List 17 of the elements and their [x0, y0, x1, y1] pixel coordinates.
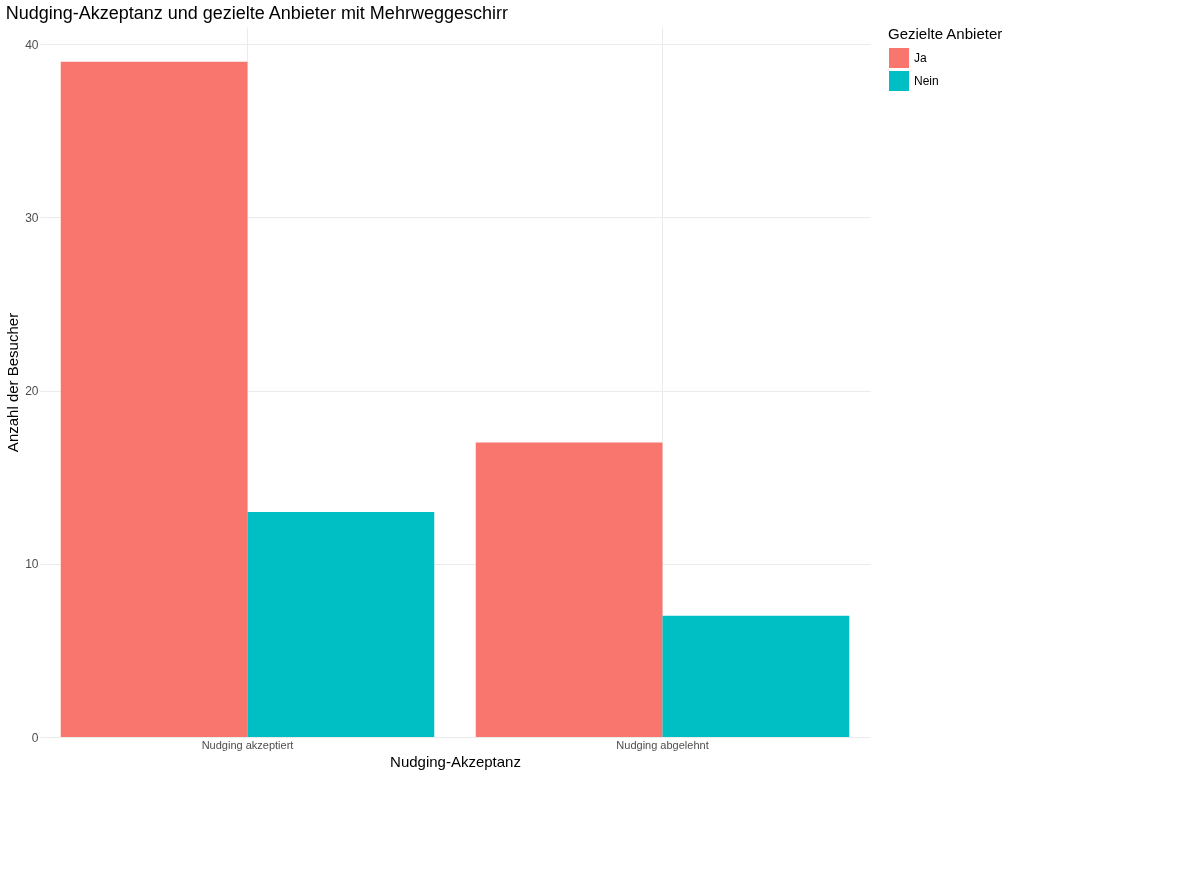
y-tick-label: 20	[25, 384, 39, 399]
legend-label: Ja	[914, 51, 927, 65]
legend-title: Gezielte Anbieter	[888, 25, 1003, 42]
legend-label: Nein	[914, 74, 939, 88]
bar	[60, 61, 248, 737]
x-tick-label: Nudging akzeptiert	[201, 738, 294, 751]
x-tick-label: Nudging abgelehnt	[616, 738, 709, 751]
y-tick-label: 0	[31, 730, 39, 745]
y-tick-label: 40	[25, 37, 39, 52]
bar	[475, 442, 663, 737]
y-tick-label: 30	[25, 210, 39, 225]
bar	[247, 511, 435, 737]
y-tick-label: 10	[25, 557, 39, 572]
chart-title: Nudging-Akzeptanz und gezielte Anbieter mit Mehrweggeschirr	[5, 3, 508, 23]
x-axis-title: Nudging-Akzeptanz	[390, 752, 521, 770]
bar	[662, 615, 850, 737]
y-axis-title: Anzahl der Besucher	[4, 312, 22, 453]
